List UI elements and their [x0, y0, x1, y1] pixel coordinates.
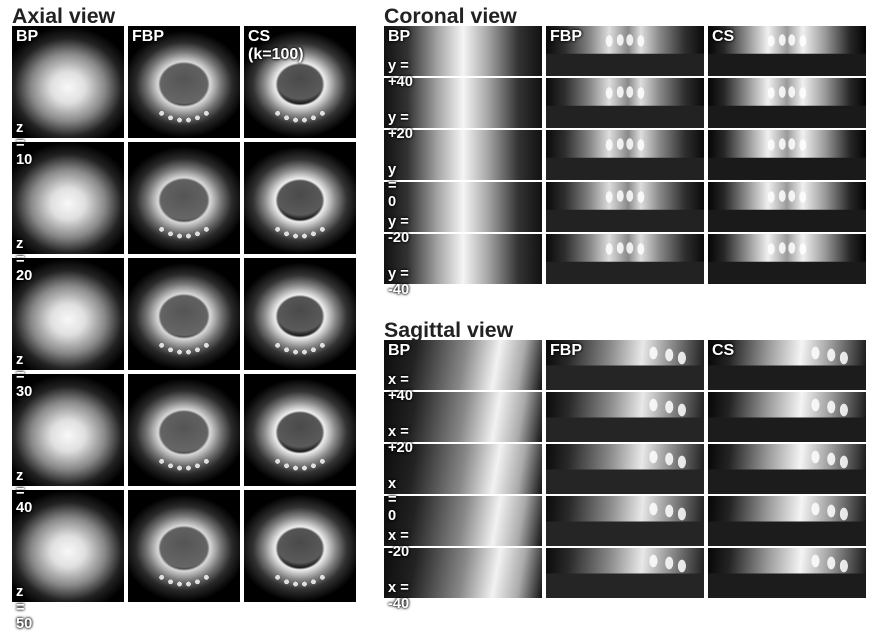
axial-cell-z10-CS [244, 26, 356, 138]
coronal-cell-ym20-CS [708, 182, 866, 232]
sagittal-cell-x0-BP [384, 444, 542, 494]
axial-cell-z50-CS [244, 490, 356, 602]
coronal-cell-ym40-BP [384, 234, 542, 284]
axial-image-placeholder [128, 26, 240, 138]
coronal-cell-y0-CS [708, 130, 866, 180]
sagittal-image-placeholder [546, 548, 704, 598]
sagittal-cell-xp20-CS [708, 392, 866, 442]
axial-cell-z40-BP [12, 374, 124, 486]
sagittal-cell-xp40-FBP [546, 340, 704, 390]
coronal-cell-y0-FBP [546, 130, 704, 180]
axial-image-placeholder [12, 26, 124, 138]
axial-image-placeholder [244, 490, 356, 602]
sagittal-cell-xp40-CS [708, 340, 866, 390]
axial-cell-z20-BP [12, 142, 124, 254]
axial-image-placeholder [244, 142, 356, 254]
axial-image-placeholder [244, 26, 356, 138]
sagittal-image-placeholder [546, 496, 704, 546]
sagittal-image-placeholder [546, 340, 704, 390]
axial-cell-z10-BP [12, 26, 124, 138]
coronal-cell-ym40-FBP [546, 234, 704, 284]
sagittal-image-placeholder [708, 496, 866, 546]
axial-cell-z20-FBP [128, 142, 240, 254]
coronal-image-placeholder [546, 26, 704, 76]
coronal-image-placeholder [708, 78, 866, 128]
coronal-cell-ym40-CS [708, 234, 866, 284]
sagittal-cell-xm20-FBP [546, 496, 704, 546]
coronal-image-placeholder [384, 234, 542, 284]
axial-image-placeholder [12, 374, 124, 486]
axial-cell-z40-CS [244, 374, 356, 486]
coronal-image-placeholder [384, 26, 542, 76]
sagittal-image-placeholder [384, 340, 542, 390]
sagittal-image-placeholder [708, 548, 866, 598]
sagittal-cell-xm20-CS [708, 496, 866, 546]
coronal-cell-yp20-BP [384, 78, 542, 128]
coronal-cell-yp40-FBP [546, 26, 704, 76]
axial-image-placeholder [128, 142, 240, 254]
sagittal-cell-xm40-BP [384, 548, 542, 598]
coronal-cell-yp40-BP [384, 26, 542, 76]
sagittal-cell-xm40-CS [708, 548, 866, 598]
coronal-image-placeholder [546, 234, 704, 284]
sagittal-cell-xp20-BP [384, 392, 542, 442]
coronal-image-placeholder [546, 182, 704, 232]
coronal-image-placeholder [708, 182, 866, 232]
axial-cell-z50-FBP [128, 490, 240, 602]
coronal-image-placeholder [384, 182, 542, 232]
axial-cell-z40-FBP [128, 374, 240, 486]
coronal-image-placeholder [708, 26, 866, 76]
sagittal-cell-xm20-BP [384, 496, 542, 546]
sagittal-image-placeholder [384, 392, 542, 442]
axial-image-placeholder [128, 374, 240, 486]
coronal-image-placeholder [384, 78, 542, 128]
sagittal-cell-x0-FBP [546, 444, 704, 494]
sagittal-cell-x0-CS [708, 444, 866, 494]
coronal-cell-y0-BP [384, 130, 542, 180]
axial-image-placeholder [244, 258, 356, 370]
sagittal-image-placeholder [708, 444, 866, 494]
sagittal-image-placeholder [546, 392, 704, 442]
sagittal-image-placeholder [384, 444, 542, 494]
coronal-image-placeholder [546, 78, 704, 128]
coronal-cell-yp20-CS [708, 78, 866, 128]
sagittal-image-placeholder [384, 496, 542, 546]
coronal-image-placeholder [708, 234, 866, 284]
axial-image-placeholder [128, 490, 240, 602]
axial-cell-z10-FBP [128, 26, 240, 138]
axial-image-placeholder [244, 374, 356, 486]
axial-image-placeholder [12, 490, 124, 602]
coronal-image-placeholder [384, 130, 542, 180]
axial-image-placeholder [128, 258, 240, 370]
axial-cell-z30-CS [244, 258, 356, 370]
axial-cell-z30-BP [12, 258, 124, 370]
coronal-image-placeholder [546, 130, 704, 180]
coronal-cell-yp40-CS [708, 26, 866, 76]
sagittal-image-placeholder [546, 444, 704, 494]
axial-cell-z50-BP [12, 490, 124, 602]
axial-cell-z30-FBP [128, 258, 240, 370]
sagittal-cell-xm40-FBP [546, 548, 704, 598]
sagittal-image-placeholder [384, 548, 542, 598]
coronal-cell-yp20-FBP [546, 78, 704, 128]
coronal-cell-ym20-FBP [546, 182, 704, 232]
sagittal-cell-xp40-BP [384, 340, 542, 390]
axial-cell-z20-CS [244, 142, 356, 254]
coronal-image-placeholder [708, 130, 866, 180]
sagittal-image-placeholder [708, 392, 866, 442]
coronal-cell-ym20-BP [384, 182, 542, 232]
sagittal-image-placeholder [708, 340, 866, 390]
axial-image-placeholder [12, 142, 124, 254]
sagittal-cell-xp20-FBP [546, 392, 704, 442]
axial-image-placeholder [12, 258, 124, 370]
